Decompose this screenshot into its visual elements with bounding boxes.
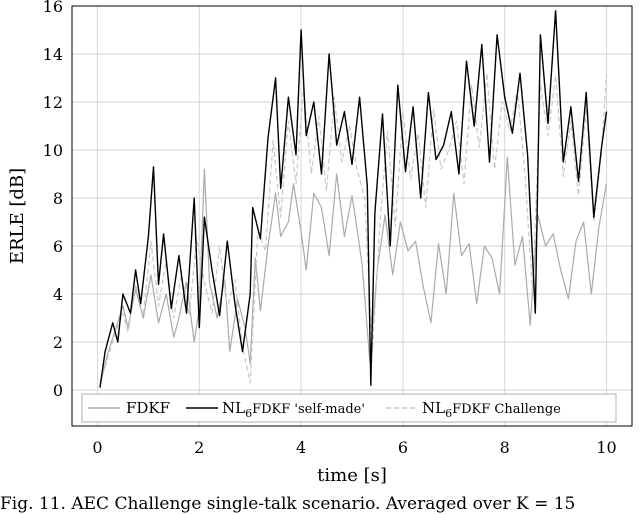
legend-label-nl-1: NL [222,399,245,417]
x-tick-label: 6 [398,438,408,457]
y-tick-label: 16 [43,0,63,16]
series-line-2 [99,72,608,384]
y-tick-label: 4 [53,285,63,304]
legend-label-sub-1: 6 [245,407,252,420]
y-tick-label: 12 [43,93,63,112]
y-tick-label: 6 [53,237,63,256]
legend-label-nl6fdkf-self-made: NL6FDKF 'self-made' [222,399,365,420]
legend-label-nl6fdkf-challenge: NL6FDKF Challenge [422,399,561,420]
legend-label-rest-2: FDKF Challenge [452,402,561,417]
plot-frame [71,5,633,427]
legend-label-fdkf: FDKF [126,399,170,417]
legend-box [81,393,617,423]
x-tick-label: 10 [596,438,616,457]
y-tick-label: 0 [53,381,63,400]
legend-label-nl-2: NL [422,399,445,417]
y-axis-label: ERLE [dB] [7,168,28,264]
legend-label-sub-2: 6 [445,407,452,420]
legend-label-rest-1: FDKF 'self-made' [252,402,365,417]
y-tick-label: 10 [43,141,63,160]
tick-labels: 0 2 4 6 8 10 0 2 4 6 8 10 12 14 16 [43,0,617,457]
y-tick-label: 14 [43,45,63,64]
x-tick-label: 4 [296,438,306,457]
series-line-0 [99,156,608,386]
y-tick-label: 8 [53,189,63,208]
y-tick-label: 2 [53,333,63,352]
figure-caption: Fig. 11. AEC Challenge single-talk scena… [0,494,576,514]
series-layer [99,10,608,388]
legend: FDKF NL6FDKF 'self-made' NL6FDKF Challen… [81,393,617,423]
x-tick-label: 2 [194,438,204,457]
x-tick-label: 8 [500,438,510,457]
x-axis-label: time [s] [317,465,387,486]
series-line-1 [99,10,608,388]
x-tick-label: 0 [92,438,102,457]
